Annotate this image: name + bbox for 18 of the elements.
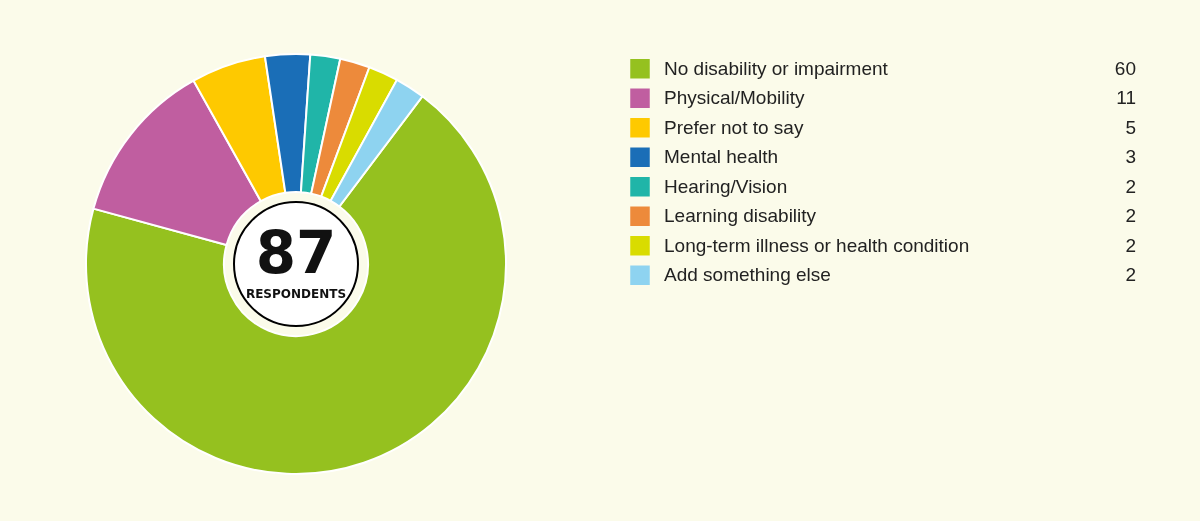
data-label: 2 [1125,205,1136,227]
data-label: 3 [1125,146,1136,168]
legend-label: Learning disability [664,205,817,227]
data-label: 60 [1114,57,1136,79]
legend-label: Hearing/Vision [664,175,788,197]
legend-label: No disability or impairment [664,57,889,79]
data-label: 2 [1125,264,1136,286]
legend-label: Mental health [664,146,779,168]
data-label: 5 [1125,116,1136,138]
legend-label: Long-term illness or health condition [664,234,970,256]
text: 87 [255,219,337,287]
data-label: 2 [1125,234,1136,256]
text: RESPONDENTS [245,287,347,301]
legend-label: Physical/Mobility [664,87,805,109]
data-label: 2 [1125,175,1136,197]
legend-label: Add something else [664,264,831,286]
legend-label: Prefer not to say [664,116,804,138]
data-label: 11 [1116,87,1136,109]
